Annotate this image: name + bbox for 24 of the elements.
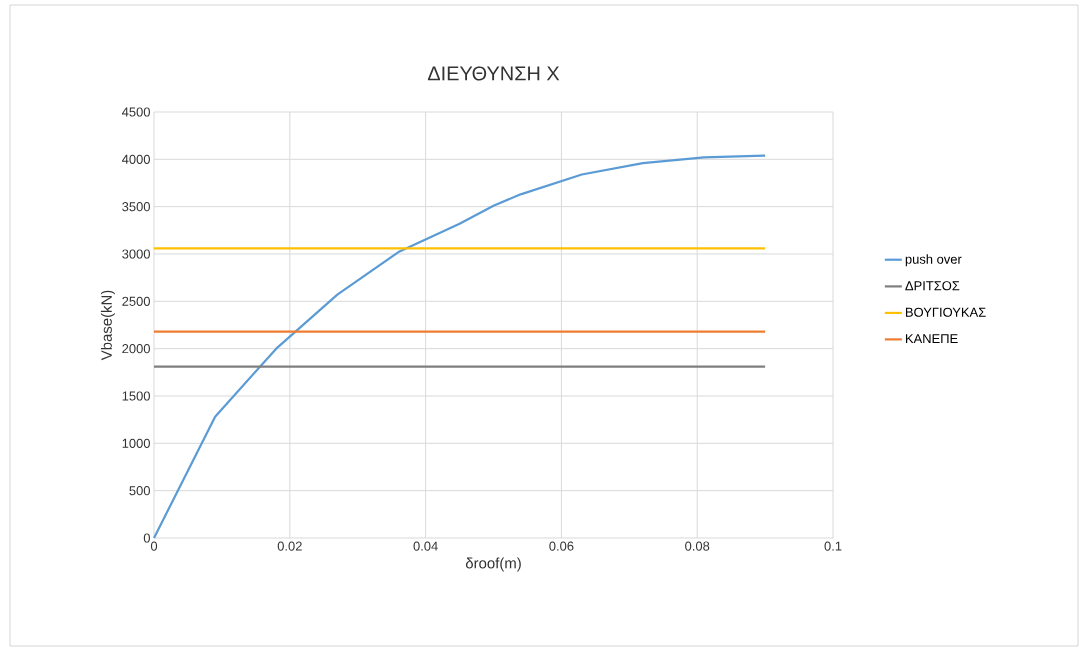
legend-label: push over bbox=[905, 254, 962, 267]
x-axis-title: δroof(m) bbox=[465, 557, 521, 572]
line-series bbox=[152, 154, 767, 540]
x-tick-label: 0.08 bbox=[685, 541, 710, 551]
chart-title: ΔΙΕΥΘΥΝΣΗ Χ bbox=[427, 66, 560, 81]
x-tick-label: 0.04 bbox=[413, 541, 438, 551]
y-tick-label: 2500 bbox=[122, 296, 150, 306]
x-tick-label: 0.1 bbox=[824, 541, 842, 551]
y-tick-label: 500 bbox=[129, 486, 150, 496]
y-tick-label: 3000 bbox=[122, 249, 150, 259]
y-tick-label: 4500 bbox=[121, 107, 150, 117]
y-tick-label: 0 bbox=[143, 533, 150, 543]
y-axis-title: Vbase(kN) bbox=[100, 290, 115, 361]
x-tick-label: 0.06 bbox=[549, 541, 574, 551]
y-tick-label: 3500 bbox=[122, 202, 150, 212]
legend-label: ΒΟΥΓΙΟΥΚΑΣ bbox=[906, 307, 986, 317]
x-tick-label: 0 bbox=[150, 541, 158, 551]
legend-label: ΚΑΝΕΠΕ bbox=[906, 334, 958, 344]
legend-label: ΔΡΙΤΣΟΣ bbox=[905, 281, 960, 291]
x-tick-label: 0.02 bbox=[277, 541, 302, 551]
y-tick-label: 2000 bbox=[122, 344, 150, 354]
y-tick-label: 1000 bbox=[122, 438, 150, 448]
y-tick-label: 4000 bbox=[121, 154, 150, 164]
y-tick-label: 1500 bbox=[122, 391, 150, 401]
